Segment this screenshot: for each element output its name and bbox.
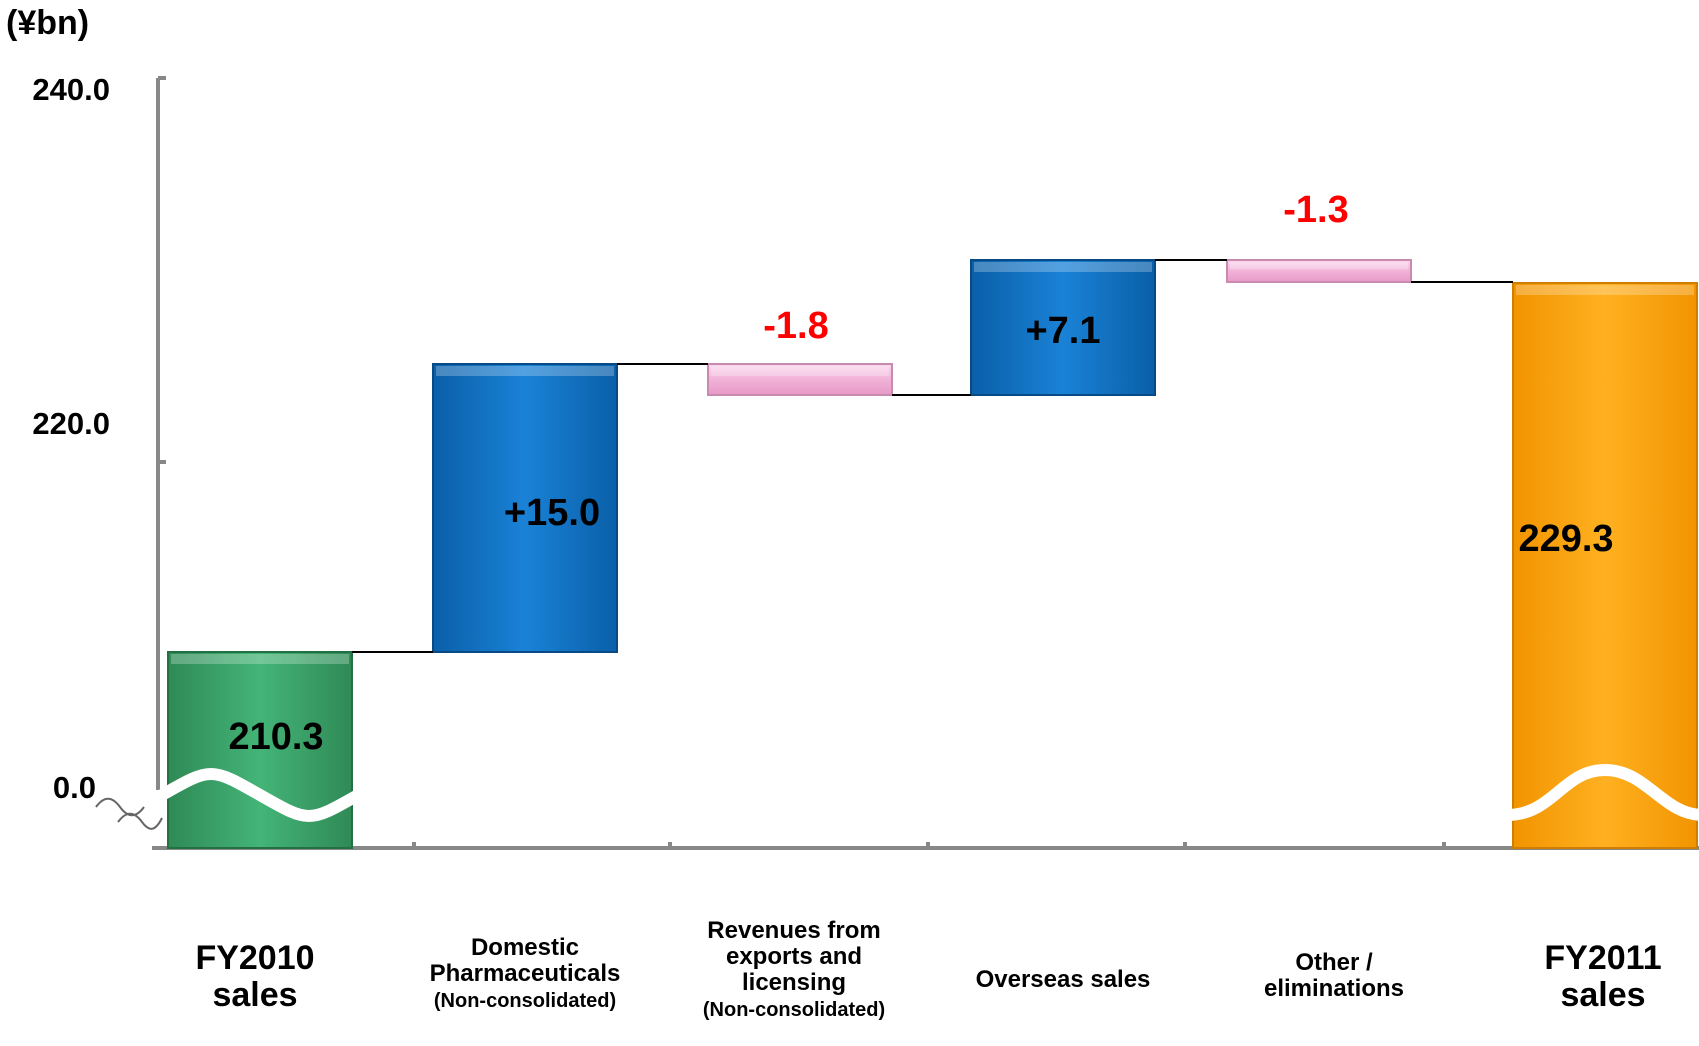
bar-value-label: +7.1: [1025, 310, 1101, 352]
axis-break-wave: [1506, 763, 1699, 821]
category-label: Other / eliminations: [1194, 950, 1474, 1002]
bar-bevel: [711, 366, 889, 376]
category-label: Domestic Pharmaceuticals (Non-consolidated…: [385, 935, 665, 1012]
category-label-line: exports and: [725, 942, 863, 970]
bar-total: [1512, 282, 1698, 849]
category-label: Revenues from exports and licensing (Non-co…: [654, 918, 934, 1021]
bar-value-label: 229.3: [1518, 518, 1614, 560]
category-label: FY2010 sales: [115, 940, 395, 1013]
bar-bevel: [974, 262, 1152, 272]
category-label-sub: (Non-consolidated): [702, 998, 886, 1021]
bar-increase: [432, 363, 618, 653]
category-label-line: licensing: [741, 968, 847, 996]
bar-decrease: [1226, 259, 1412, 283]
bar-increase: [970, 259, 1156, 396]
bar-decrease: [707, 363, 893, 396]
category-label: Overseas sales: [923, 967, 1203, 993]
category-label-line: FY2011: [1544, 939, 1662, 977]
unit-label: (¥bn): [6, 4, 90, 42]
bar-value-label: 210.3: [228, 716, 324, 758]
bar-bevel: [1230, 262, 1408, 270]
category-label-line: eliminations: [1263, 974, 1405, 1002]
y-tick-label: 240.0: [32, 72, 110, 107]
bar-bevel: [171, 654, 349, 664]
category-label: FY2011 sales: [1463, 940, 1699, 1013]
category-label-line: sales: [212, 975, 298, 1014]
bar-bevel: [436, 366, 614, 376]
category-label-sub: (Non-consolidated): [433, 989, 617, 1012]
bar-bevel: [1516, 285, 1694, 295]
axis-break-gap: [150, 790, 166, 824]
category-label-line: Other /: [1295, 949, 1373, 976]
bar-value-label: -1.8: [763, 305, 829, 347]
y-tick-label: 0.0: [52, 770, 96, 805]
category-label-line: Revenues from: [707, 917, 881, 944]
category-label-line: FY2010: [195, 939, 315, 977]
category-label-line: Domestic: [470, 934, 580, 961]
bar-value-label: +15.0: [503, 492, 601, 534]
y-tick-label: 220.0: [32, 406, 110, 441]
axis-break-mark: [95, 797, 145, 817]
category-label-line: Overseas sales: [975, 966, 1151, 993]
category-label-line: sales: [1560, 975, 1646, 1014]
axis-break-wave: [159, 768, 361, 822]
bar-value-label: -1.3: [1283, 189, 1349, 231]
category-label-line: Pharmaceuticals: [429, 959, 621, 987]
axis-break-mark: [117, 812, 163, 830]
